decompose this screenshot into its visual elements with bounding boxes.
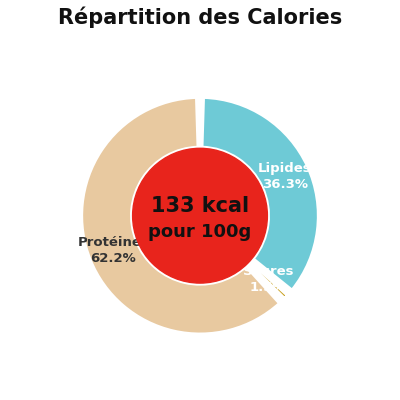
Text: Sucres
1.5%: Sucres 1.5% bbox=[243, 265, 293, 294]
Text: Protéines
62.2%: Protéines 62.2% bbox=[78, 236, 149, 265]
Circle shape bbox=[133, 148, 267, 283]
Title: Répartition des Calories: Répartition des Calories bbox=[58, 7, 342, 28]
Wedge shape bbox=[202, 98, 318, 290]
Text: Lipides
36.3%: Lipides 36.3% bbox=[258, 162, 312, 191]
Text: 133 kcal: 133 kcal bbox=[151, 196, 249, 216]
Wedge shape bbox=[82, 98, 279, 334]
Wedge shape bbox=[249, 262, 287, 298]
Text: pour 100g: pour 100g bbox=[148, 223, 252, 241]
